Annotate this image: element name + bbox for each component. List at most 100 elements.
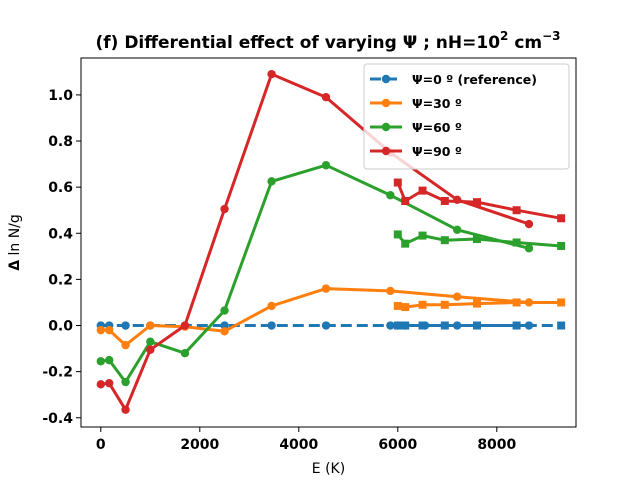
data-point-circle [105,378,114,388]
data-point-circle [321,321,331,330]
data-point-circle [453,321,462,330]
y-tick-label: 0.0 [48,319,73,335]
data-point-square [418,186,427,195]
data-point-circle [146,337,155,346]
data-point-circle [453,225,462,235]
x-axis-label: E (K) [312,461,345,477]
series-2 [96,161,566,387]
data-point-square [473,198,481,207]
data-point-square [557,241,566,250]
y-tick-label: -0.2 [42,365,73,381]
y-axis-label: Δ ln N/g [7,214,23,271]
data-point-square [401,321,410,330]
data-point-circle [96,325,106,335]
title-unit: cm [508,33,542,53]
data-point-circle [453,292,462,301]
data-point-square [393,178,402,187]
data-point-square [512,321,521,330]
data-point-square [440,236,449,245]
data-point-circle [321,93,331,102]
data-point-square [401,196,410,205]
legend-label: Ψ=0 º (reference) [412,72,537,87]
data-point-square [393,321,402,330]
data-point-circle [220,321,229,330]
y-tick-label: 0.8 [48,134,73,150]
data-point-square [473,321,481,330]
y-tick-label: 0.2 [48,272,73,288]
data-point-circle [146,345,155,354]
data-point-circle [524,321,534,330]
data-point-square [557,321,566,330]
data-point-circle [321,284,331,293]
y-tick-label: 0.6 [48,180,73,196]
data-point-square [512,206,521,215]
data-point-circle [180,349,190,358]
data-point-circle [267,321,276,330]
axes-frame [80,57,577,428]
legend-label: Ψ=90 º [412,144,462,159]
data-point-circle [267,177,276,186]
y-tick-label: 1.0 [48,88,73,104]
data-point-circle [220,306,229,315]
data-point-square [440,196,449,205]
data-point-circle [146,321,155,330]
data-point-square [512,298,521,307]
title-superscript: 2 [500,29,508,43]
legend-marker [381,98,391,108]
data-point-square [393,230,402,239]
data-point-circle [386,286,395,296]
plot-area [96,69,566,414]
legend-label: Ψ=30 º [412,96,462,111]
data-point-circle [386,321,395,330]
legend-marker [381,122,391,132]
data-point-circle [121,321,130,330]
data-point-circle [105,325,114,335]
data-point-circle [524,298,534,307]
data-point-square [418,300,427,309]
data-point-square [440,321,449,330]
data-point-circle [121,377,130,387]
data-point-square [473,299,481,308]
data-point-square [401,239,410,248]
legend: Ψ=0 º (reference) Ψ=30 º Ψ=60 º Ψ=90 º [363,63,570,170]
data-point-circle [453,195,462,205]
data-point-circle [321,161,331,170]
x-tick-label: 0 [96,437,106,453]
title-main: (f) Differential effect of varying Ψ ; n… [95,33,500,53]
legend-box [363,63,570,170]
data-point-square [473,235,481,244]
data-point-square [512,238,521,247]
data-point-circle [121,340,130,350]
data-point-square [401,303,410,312]
data-point-square [557,298,566,307]
x-tick-label: 4000 [279,437,318,453]
data-point-circle [96,380,106,389]
axis-ticks: 0 2000 4000 6000 8000 -0.4 -0.2 0.0 0.2 0.4 0.6 0.8… [42,88,516,453]
data-point-circle [267,301,276,311]
data-point-circle [180,321,190,330]
data-point-circle [121,405,130,414]
chart-title: (f) Differential effect of varying Ψ ; n… [95,29,560,53]
data-point-circle [524,219,534,229]
data-point-circle [220,327,229,336]
x-tick-label: 6000 [378,437,417,453]
title-unit-superscript: −3 [542,29,560,43]
y-axis-label-text: ln N/g [7,214,23,260]
data-point-square [418,321,427,330]
legend-marker [381,74,391,84]
data-point-square [557,214,566,223]
data-point-circle [96,357,106,366]
data-point-square [393,301,402,310]
data-point-circle [220,204,229,214]
data-point-square [418,231,427,240]
data-point-circle [524,244,534,253]
data-point-square [440,300,449,309]
legend-label: Ψ=60 º [412,120,462,135]
x-tick-label: 8000 [477,437,516,453]
data-point-circle [386,191,395,200]
data-point-circle [267,69,276,79]
y-tick-label: 0.4 [48,226,73,242]
y-axis-label-delta: Δ [7,260,23,271]
y-tick-label: -0.4 [42,411,73,427]
